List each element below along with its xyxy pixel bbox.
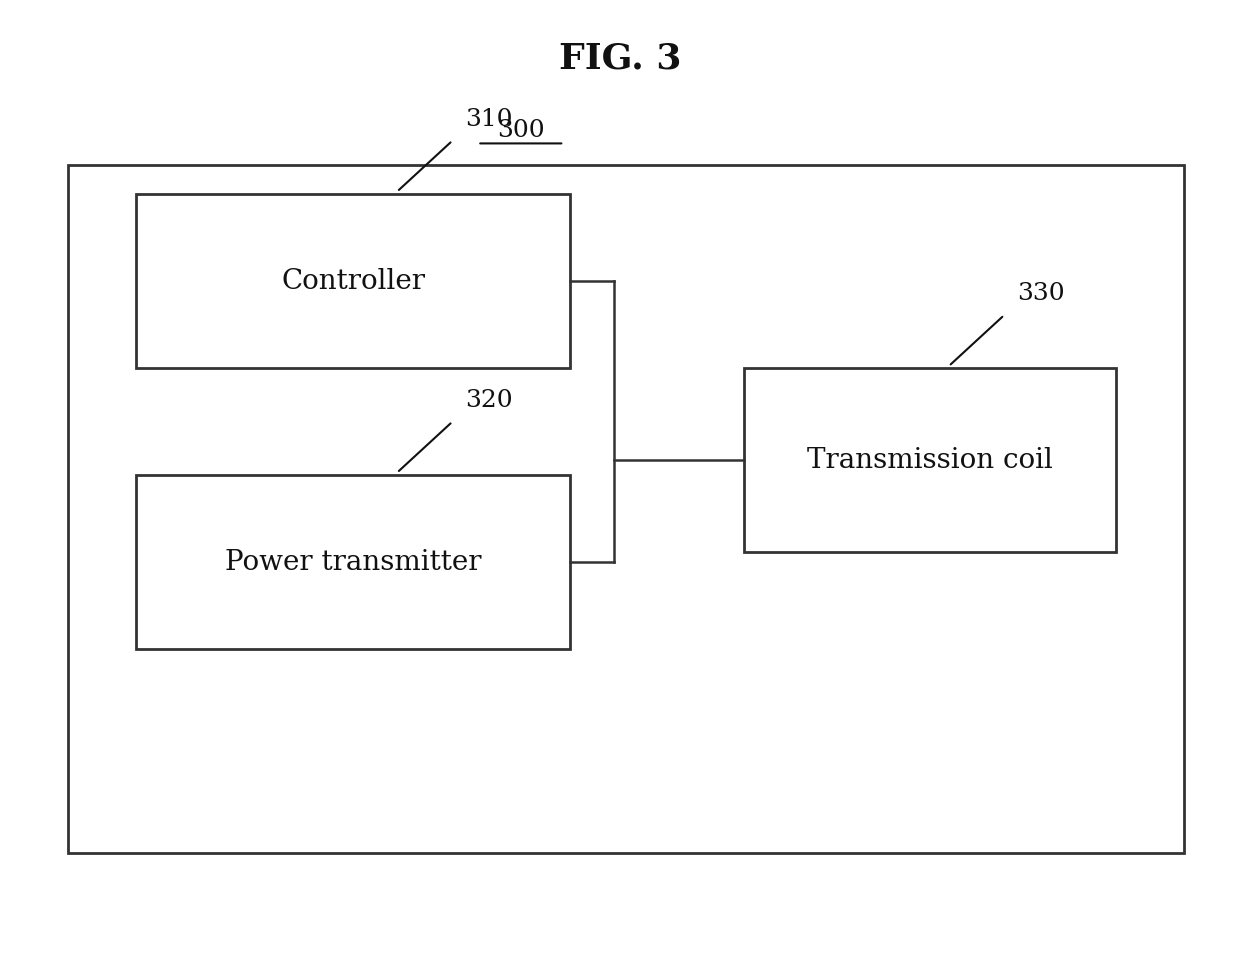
Text: 320: 320 [465, 389, 512, 412]
FancyBboxPatch shape [744, 368, 1116, 552]
FancyBboxPatch shape [136, 475, 570, 649]
Text: FIG. 3: FIG. 3 [559, 41, 681, 76]
FancyBboxPatch shape [136, 194, 570, 368]
Text: 330: 330 [1017, 282, 1064, 305]
Text: Transmission coil: Transmission coil [807, 447, 1053, 474]
Text: 300: 300 [497, 119, 544, 142]
Text: Power transmitter: Power transmitter [226, 548, 481, 576]
FancyBboxPatch shape [68, 165, 1184, 853]
Text: 310: 310 [465, 108, 512, 131]
Text: Controller: Controller [281, 267, 425, 295]
